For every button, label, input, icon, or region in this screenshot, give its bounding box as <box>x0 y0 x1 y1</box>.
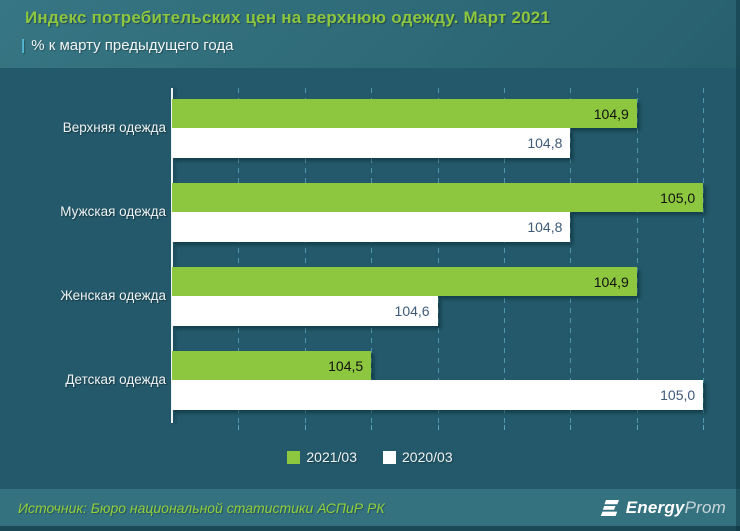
value-label: 105,0 <box>660 189 696 206</box>
category-label: Детская одежда <box>65 372 166 387</box>
bar-2020-03-3: 104,6 <box>172 296 438 326</box>
gridline <box>570 88 572 423</box>
value-label: 104,8 <box>527 135 563 151</box>
chart-title: Индекс потребительских цен на верхнюю од… <box>25 8 551 27</box>
legend-item: 2020/03 <box>383 449 453 465</box>
gridline <box>504 88 505 423</box>
bar-2021-03-2: 105,0 <box>172 183 704 212</box>
subtitle-text: % к марту предыдущего года <box>31 37 234 54</box>
plot-area: 104,9 104,8 105,0 104,8 104,9 104,6 104,5 105,0 <box>171 88 732 430</box>
gridline <box>703 88 705 423</box>
value-label: 104,9 <box>593 105 629 122</box>
bar-chart: 104,9 104,8 105,0 104,8 104,9 104,6 104,5 105,0… <box>0 68 740 489</box>
energyprom-logo-icon <box>599 497 621 519</box>
footer: Источник: Бюро национальной статистики А… <box>0 489 740 526</box>
chart-subtitle: | % к марту предыдущего года <box>21 37 721 54</box>
logo-energy: Energy <box>625 497 685 517</box>
axis-tick <box>504 425 505 430</box>
gridline <box>437 88 439 423</box>
energyprom-logo: EnergyProm <box>599 489 726 526</box>
category-label: Женская одежда <box>60 288 166 303</box>
value-label: 105,0 <box>660 387 696 403</box>
legend-label: 2020/03 <box>402 449 453 465</box>
gridline <box>304 88 306 423</box>
axis-tick <box>371 425 373 430</box>
value-label: 104,9 <box>593 273 629 290</box>
axis-tick <box>304 425 306 430</box>
y-axis-line <box>171 88 173 423</box>
bar-2021-03-4: 104,5 <box>172 351 372 380</box>
right-border-strip <box>736 0 740 531</box>
axis-tick <box>636 425 638 430</box>
legend-swatch <box>287 450 301 464</box>
axis-tick <box>703 425 705 430</box>
logo-prom: Prom <box>684 497 726 517</box>
bar-2020-03-2: 104,8 <box>172 212 571 242</box>
legend-label: 2021/03 <box>306 449 357 465</box>
value-label: 104,8 <box>527 219 563 235</box>
axis-tick <box>238 425 240 430</box>
gridline <box>371 88 373 423</box>
gridline <box>636 88 638 423</box>
bar-2020-03-4: 105,0 <box>172 380 704 410</box>
subtitle-pipe: | <box>21 37 26 54</box>
legend-swatch <box>383 450 396 464</box>
gridline <box>238 88 240 423</box>
value-label: 104,6 <box>394 303 430 319</box>
chart-legend: 2021/03 2020/03 <box>0 447 740 467</box>
bottom-border-strip <box>0 526 740 531</box>
category-label: Мужская одежда <box>60 204 166 219</box>
source-text: Источник: Бюро национальной статистики А… <box>18 499 385 516</box>
logo-text: EnergyProm <box>626 498 726 518</box>
bar-2020-03-1: 104,8 <box>172 128 571 158</box>
header: Индекс потребительских цен на верхнюю од… <box>0 0 740 68</box>
category-label: Верхняя одежда <box>62 120 166 135</box>
axis-tick <box>437 425 439 430</box>
bar-2021-03-1: 104,9 <box>172 99 637 128</box>
axis-tick <box>570 425 572 430</box>
legend-item: 2021/03 <box>287 449 357 465</box>
bar-2021-03-3: 104,9 <box>172 267 637 296</box>
value-label: 104,5 <box>328 357 364 374</box>
